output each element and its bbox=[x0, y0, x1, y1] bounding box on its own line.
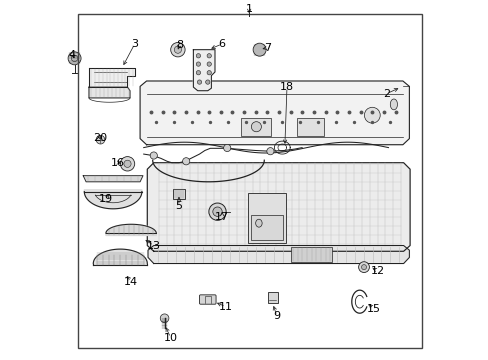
Text: 18: 18 bbox=[279, 82, 293, 92]
Text: 2: 2 bbox=[383, 89, 389, 99]
Circle shape bbox=[364, 107, 380, 123]
Text: 10: 10 bbox=[163, 333, 177, 343]
Circle shape bbox=[197, 80, 201, 84]
Circle shape bbox=[182, 158, 189, 165]
Ellipse shape bbox=[389, 99, 397, 110]
Circle shape bbox=[196, 71, 200, 75]
Bar bbox=[250, 215, 283, 240]
Text: 3: 3 bbox=[131, 39, 138, 49]
Text: 20: 20 bbox=[93, 132, 106, 143]
Text: 17: 17 bbox=[215, 212, 229, 222]
Polygon shape bbox=[83, 176, 142, 182]
Polygon shape bbox=[89, 87, 130, 98]
Text: 19: 19 bbox=[99, 194, 113, 204]
Circle shape bbox=[358, 262, 368, 273]
Polygon shape bbox=[148, 246, 408, 264]
Circle shape bbox=[208, 203, 225, 220]
Polygon shape bbox=[89, 68, 134, 87]
Circle shape bbox=[150, 152, 157, 159]
Circle shape bbox=[266, 148, 273, 155]
Circle shape bbox=[71, 55, 78, 62]
Polygon shape bbox=[193, 50, 215, 91]
Circle shape bbox=[196, 54, 200, 58]
Text: 11: 11 bbox=[218, 302, 232, 312]
Circle shape bbox=[253, 43, 265, 56]
Circle shape bbox=[205, 80, 209, 84]
Polygon shape bbox=[140, 81, 408, 145]
Circle shape bbox=[206, 54, 211, 58]
Circle shape bbox=[68, 52, 81, 65]
Circle shape bbox=[160, 314, 168, 323]
Text: 6: 6 bbox=[218, 39, 225, 49]
Bar bbox=[267, 292, 277, 303]
Text: 13: 13 bbox=[146, 240, 161, 251]
Circle shape bbox=[120, 157, 134, 171]
Bar bbox=[296, 118, 323, 136]
Text: 8: 8 bbox=[176, 40, 183, 50]
Text: 12: 12 bbox=[370, 266, 384, 276]
Circle shape bbox=[361, 265, 366, 270]
Circle shape bbox=[212, 207, 222, 216]
Ellipse shape bbox=[251, 122, 261, 132]
Circle shape bbox=[170, 42, 185, 57]
Text: 15: 15 bbox=[366, 304, 380, 314]
Bar bbox=[290, 247, 331, 262]
Ellipse shape bbox=[255, 219, 262, 227]
Polygon shape bbox=[84, 190, 142, 209]
Circle shape bbox=[196, 62, 200, 66]
Circle shape bbox=[123, 160, 131, 167]
Text: 7: 7 bbox=[264, 42, 271, 53]
Bar bbox=[241, 118, 271, 136]
Circle shape bbox=[206, 62, 211, 66]
Text: 5: 5 bbox=[175, 201, 182, 211]
Circle shape bbox=[206, 71, 211, 75]
Circle shape bbox=[96, 135, 104, 144]
Polygon shape bbox=[106, 224, 156, 235]
FancyBboxPatch shape bbox=[199, 295, 216, 304]
Bar bbox=[247, 193, 285, 243]
Bar bbox=[173, 189, 184, 199]
Polygon shape bbox=[147, 163, 409, 251]
Circle shape bbox=[174, 46, 181, 53]
Text: 16: 16 bbox=[111, 158, 124, 168]
Text: 4: 4 bbox=[69, 50, 76, 60]
Text: 14: 14 bbox=[124, 276, 138, 287]
Polygon shape bbox=[93, 249, 147, 265]
Text: 1: 1 bbox=[245, 4, 252, 14]
Text: 9: 9 bbox=[273, 311, 280, 321]
Circle shape bbox=[223, 144, 230, 152]
